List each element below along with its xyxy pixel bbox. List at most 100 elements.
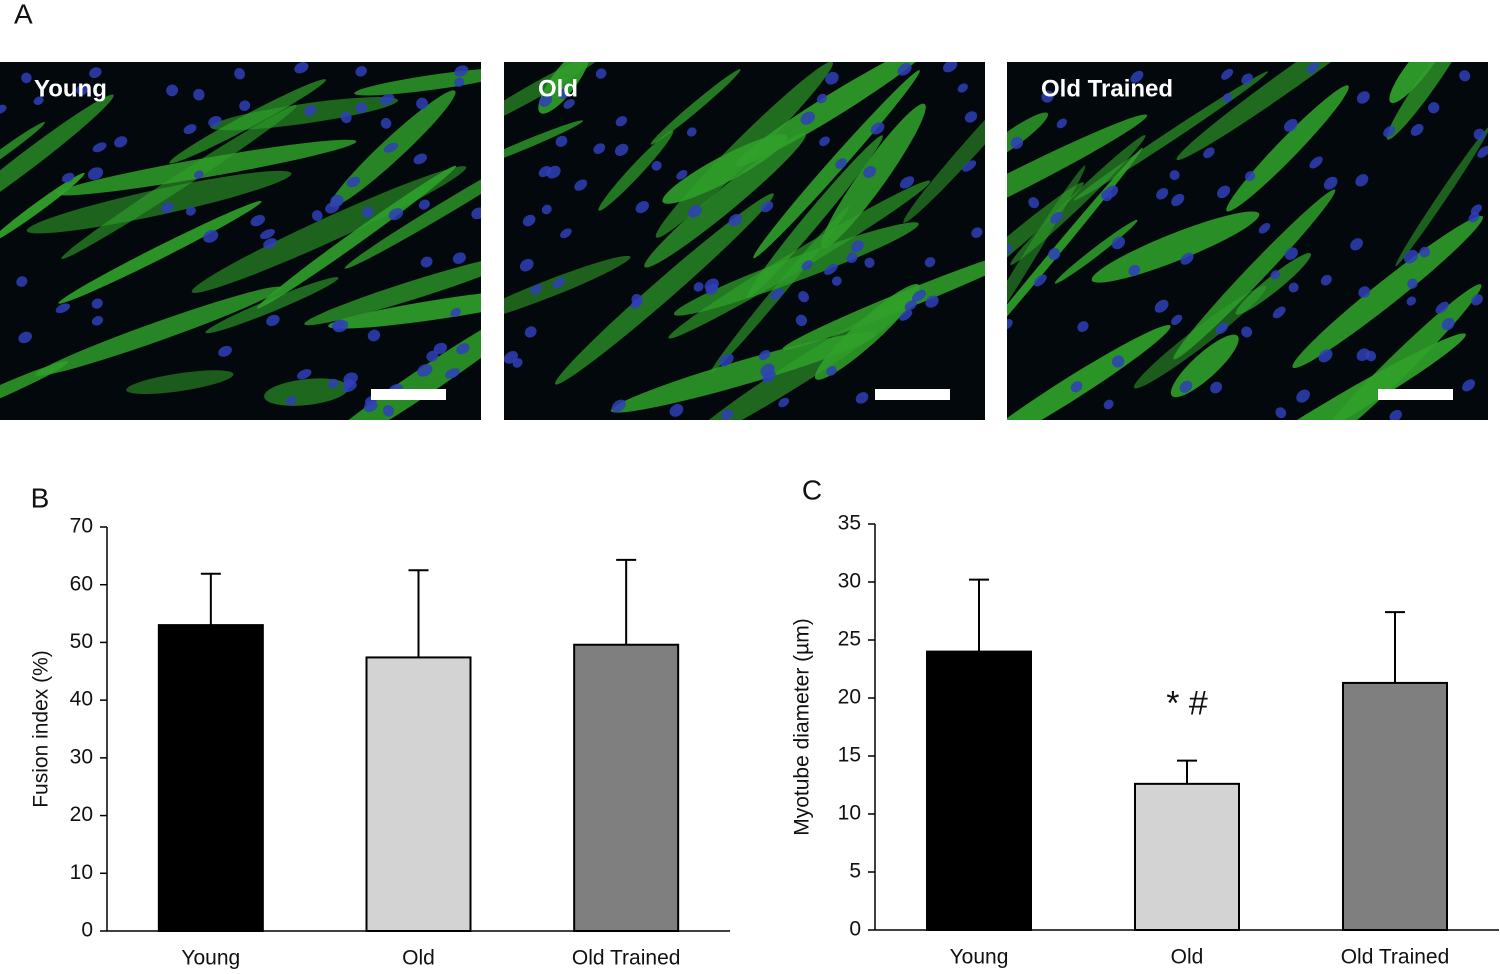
nucleus: [1284, 247, 1298, 260]
fiber: [0, 94, 114, 226]
nucleus: [719, 353, 734, 367]
fiber: [35, 286, 282, 376]
nucleus: [1203, 147, 1215, 159]
fiber: [903, 62, 985, 223]
nucleus: [433, 342, 448, 355]
nucleus: [552, 277, 566, 289]
nucleus: [1272, 306, 1286, 319]
nucleus: [555, 135, 568, 147]
y-tick-label: 50: [70, 630, 93, 653]
panel-label: A: [14, 0, 33, 29]
nucleus: [346, 176, 361, 188]
nucleus: [651, 160, 662, 171]
nucleus: [538, 165, 552, 178]
y-tick-label: 0: [81, 919, 93, 942]
nucleus: [801, 260, 813, 271]
nucleus: [450, 308, 461, 318]
nucleus: [91, 316, 104, 326]
nucleus: [1477, 146, 1488, 158]
nucleus: [239, 100, 251, 112]
nucleus: [0, 104, 7, 114]
nucleus: [1180, 252, 1194, 265]
nucleus: [1033, 274, 1047, 287]
nucleus: [304, 105, 317, 116]
nucleus: [864, 257, 875, 268]
nucleus: [363, 400, 378, 413]
x-tick-label: Young: [181, 947, 240, 970]
nucleus: [183, 124, 197, 135]
nucleus: [1320, 274, 1332, 286]
nucleus: [166, 84, 179, 97]
nucleus: [721, 409, 734, 420]
nucleus: [957, 83, 968, 93]
nucleus: [285, 396, 297, 406]
nucleus: [1154, 299, 1169, 313]
nucleus: [524, 326, 537, 338]
fiber: [504, 255, 631, 323]
nucleus: [1215, 322, 1228, 335]
nucleus: [1403, 249, 1419, 264]
nucleus: [522, 214, 536, 227]
fiber: [684, 289, 928, 420]
nucleus: [331, 319, 345, 330]
fiber: [1176, 62, 1417, 161]
fiber: [1007, 112, 1049, 167]
nucleus: [1309, 156, 1323, 169]
nucleus: [1471, 294, 1483, 306]
nucleus: [519, 258, 534, 272]
nucleus: [1103, 399, 1114, 410]
nucleus: [1156, 187, 1169, 200]
nucleus: [92, 142, 107, 153]
nucleus: [114, 136, 128, 148]
nucleus: [1358, 286, 1371, 298]
fiber: [1226, 85, 1349, 212]
nucleus: [795, 314, 808, 327]
nucleus: [1050, 211, 1063, 224]
nucleus: [669, 404, 684, 417]
nucleus: [1435, 301, 1449, 314]
nucleus: [208, 116, 222, 127]
image-content: [1007, 62, 1488, 420]
nucleus: [380, 117, 392, 129]
bar: [926, 650, 1032, 931]
nucleus: [418, 199, 430, 210]
panel-label: B: [31, 482, 50, 513]
y-tick-label: 35: [838, 512, 861, 535]
nucleus: [330, 194, 344, 208]
nucleus: [426, 350, 439, 362]
nucleus: [1383, 125, 1396, 138]
nucleus: [1171, 314, 1183, 326]
x-tick-label: Old Trained: [1341, 946, 1450, 969]
bar: [365, 656, 472, 932]
fiber: [191, 166, 467, 293]
nucleus: [1355, 174, 1369, 187]
nucleus: [454, 65, 469, 77]
nucleus: [1222, 93, 1233, 103]
nucleus: [758, 350, 771, 361]
y-tick-label: 5: [849, 860, 861, 883]
nucleus: [1128, 264, 1141, 277]
nucleus: [942, 62, 958, 73]
nucleus: [825, 71, 839, 85]
y-tick-label: 70: [70, 515, 93, 538]
nucleus: [1306, 62, 1319, 74]
nucleus: [218, 345, 232, 357]
nucleus: [203, 230, 219, 243]
nucleus: [452, 252, 466, 264]
nucleus: [1010, 136, 1024, 150]
nucleus: [819, 136, 830, 147]
y-tick-label: 25: [838, 628, 861, 651]
nucleus: [563, 99, 575, 109]
fiber: [1007, 114, 1148, 256]
nucleus: [456, 343, 470, 355]
nucleus: [962, 160, 977, 172]
fiber: [1173, 189, 1336, 360]
nucleus: [1244, 171, 1256, 182]
nucleus: [971, 227, 983, 238]
nucleus: [899, 176, 915, 189]
nucleus: [1007, 319, 1013, 330]
nucleus: [595, 68, 607, 79]
nucleus: [530, 284, 542, 295]
nucleus: [1365, 350, 1377, 362]
